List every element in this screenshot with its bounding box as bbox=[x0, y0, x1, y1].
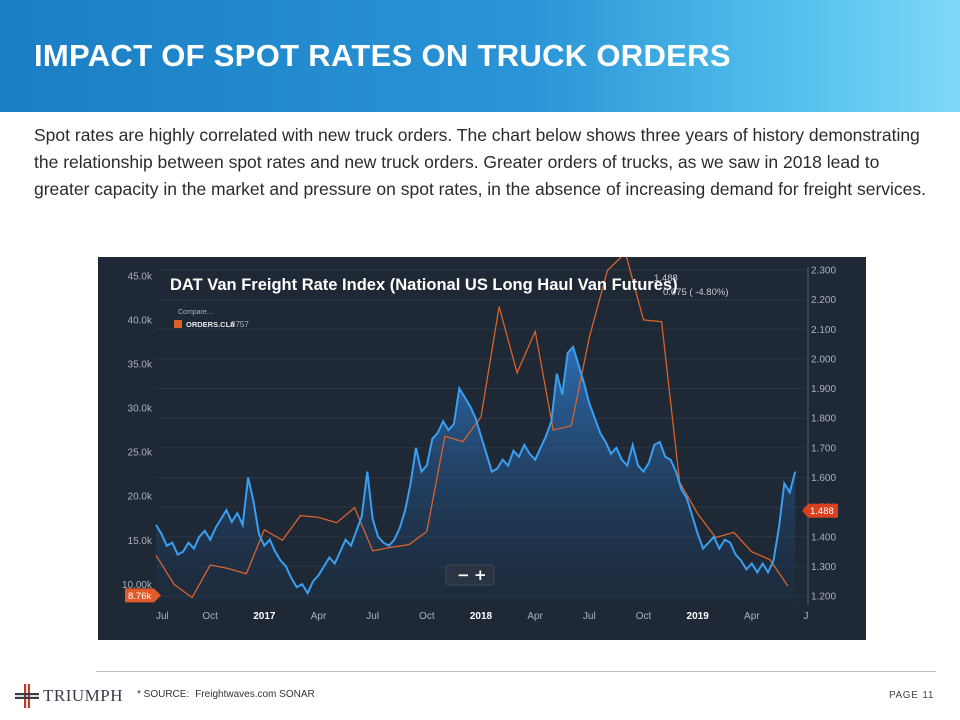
footer-divider bbox=[96, 671, 936, 672]
right-current-flag bbox=[802, 503, 838, 518]
x-tick-label: Oct bbox=[419, 611, 435, 622]
x-tick-label: Jul bbox=[156, 611, 169, 622]
x-tick-label: Oct bbox=[636, 611, 652, 622]
x-tick-label: Apr bbox=[744, 611, 760, 622]
van-rate-chart: 10.00k 15.0k 20.0k 25.0k 30.0k 35.0k 40.0k 45.0… bbox=[98, 257, 866, 640]
compare-label[interactable]: Compare... bbox=[178, 309, 213, 316]
x-tick-label: 2017 bbox=[253, 611, 276, 622]
van-index-series-line bbox=[155, 345, 797, 596]
right-tick-label: 1.300 bbox=[811, 562, 836, 573]
x-tick-label: 2018 bbox=[470, 611, 493, 622]
right-tick-label: 2.200 bbox=[811, 295, 836, 306]
x-tick-label: Jul bbox=[583, 611, 596, 622]
left-tick-label: 10.00k bbox=[122, 580, 153, 591]
zoom-controls: − + bbox=[445, 564, 495, 586]
logo-text: TRIUMPH bbox=[43, 686, 124, 705]
x-tick-label: Jul bbox=[366, 611, 379, 622]
x-tick-label: 2019 bbox=[687, 611, 710, 622]
header-banner: IMPACT OF SPOT RATES ON TRUCK ORDERS bbox=[0, 0, 960, 112]
right-tick-label: 1.600 bbox=[811, 473, 836, 484]
right-axis-ticks: 1.2001.3001.4001.5001.6001.7001.8001.900… bbox=[811, 265, 836, 602]
right-tick-label: 2.300 bbox=[811, 265, 836, 276]
right-current-label: 1.488 bbox=[810, 506, 834, 517]
company-logo: TRIUMPH bbox=[14, 683, 123, 709]
legend-series-name: ORDERS.CL8 bbox=[186, 320, 234, 329]
source-note: * SOURCE: Freightwaves.com SONAR bbox=[137, 689, 315, 700]
page-label: PAGE bbox=[888, 690, 919, 701]
triumph-cross-icon bbox=[15, 684, 39, 708]
legend-swatch bbox=[174, 320, 182, 328]
left-tick-label: 40.0k bbox=[128, 315, 153, 326]
left-tick-label: 30.0k bbox=[128, 404, 153, 415]
zoom-control-bar bbox=[445, 564, 495, 586]
right-tick-label: 1.400 bbox=[811, 532, 836, 543]
page-number: PAGE 11 bbox=[889, 690, 934, 701]
right-tick-label: 1.200 bbox=[811, 592, 836, 603]
right-tick-label: 1.900 bbox=[811, 384, 836, 395]
source-label: * SOURCE: bbox=[137, 689, 190, 700]
left-current-marker: 8.76k bbox=[125, 588, 161, 603]
x-tick-label: Oct bbox=[202, 611, 218, 622]
x-tick-label: J bbox=[804, 611, 809, 622]
zoom-out-button[interactable]: − bbox=[457, 566, 470, 584]
left-tick-label: 25.0k bbox=[128, 448, 153, 459]
readout-change: 0.075 ( -4.80%) bbox=[663, 287, 728, 298]
left-tick-label: 45.0k bbox=[128, 271, 153, 282]
left-tick-label: 15.0k bbox=[128, 536, 153, 547]
x-tick-label: Apr bbox=[527, 611, 543, 622]
chart-title: DAT Van Freight Rate Index (National US … bbox=[170, 276, 678, 294]
x-axis-ticks: Jul Oct 2017 Apr Jul Oct 2018 Apr Jul Oct 2019 Apr J bbox=[156, 611, 809, 622]
legend-series-value: 8757 bbox=[231, 320, 249, 329]
right-current-marker: 1.488 bbox=[802, 503, 838, 518]
page-title: IMPACT OF SPOT RATES ON TRUCK ORDERS bbox=[34, 38, 731, 73]
left-tick-label: 20.0k bbox=[128, 492, 153, 503]
left-current-label: 8.76k bbox=[128, 591, 151, 602]
intro-paragraph: Spot rates are highly correlated with ne… bbox=[34, 125, 927, 199]
source-value: Freightwaves.com SONAR bbox=[195, 689, 315, 700]
left-axis-ticks: 10.00k 15.0k 20.0k 25.0k 30.0k 35.0k 40.0k 45.0… bbox=[122, 271, 153, 591]
right-tick-label: 2.100 bbox=[811, 325, 836, 336]
x-tick-label: Apr bbox=[311, 611, 327, 622]
right-tick-label: 1.800 bbox=[811, 414, 836, 425]
zoom-in-button[interactable]: + bbox=[474, 566, 487, 584]
page-number-value: 11 bbox=[922, 690, 934, 701]
right-tick-label: 2.000 bbox=[811, 354, 836, 365]
van-index-area bbox=[156, 347, 796, 602]
right-tick-label: 1.700 bbox=[811, 443, 836, 454]
left-current-flag bbox=[125, 588, 161, 603]
readout-value: 1.488 bbox=[654, 273, 678, 284]
left-tick-label: 35.0k bbox=[128, 359, 153, 370]
chart-panel: 10.00k 15.0k 20.0k 25.0k 30.0k 35.0k 40.0k 45.0… bbox=[98, 257, 866, 640]
